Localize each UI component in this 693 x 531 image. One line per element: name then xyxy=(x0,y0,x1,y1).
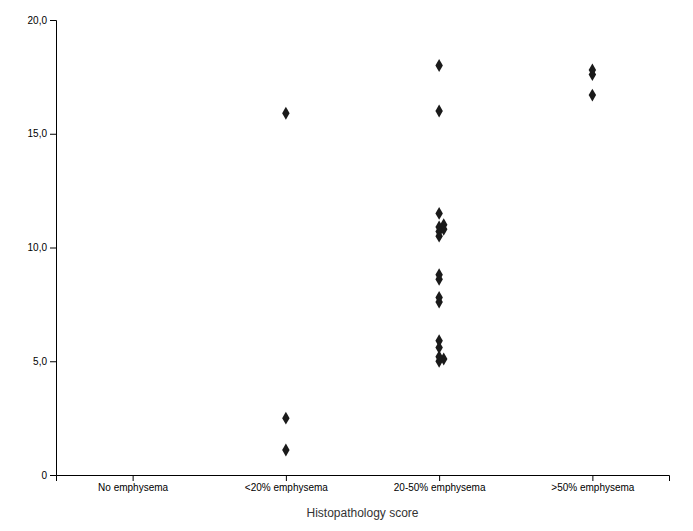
point xyxy=(435,59,442,72)
tick-label: 5,0 xyxy=(33,356,47,367)
point xyxy=(589,89,596,102)
tick-label: 0 xyxy=(41,470,47,481)
point xyxy=(282,107,289,120)
points xyxy=(282,59,596,456)
point xyxy=(589,64,596,77)
tick-label: 10,0 xyxy=(28,242,48,253)
tick-label: <20% emphysema xyxy=(245,482,329,493)
chart: 0 5,0 10,0 15,0 20,0 No emphysema <20% emphyse… xyxy=(0,0,693,531)
tick-label: 15,0 xyxy=(28,128,48,139)
point xyxy=(282,444,289,457)
y-tick: 15,0 xyxy=(28,128,56,139)
plot: 0 5,0 10,0 15,0 20,0 No emphysema <20% emphyse… xyxy=(28,15,670,493)
y-tick: 5,0 xyxy=(33,356,56,367)
y-tick: 10,0 xyxy=(28,242,56,253)
axis-line xyxy=(57,476,670,482)
x-axis-title: Histopathology score xyxy=(306,506,418,520)
tick-label: No emphysema xyxy=(98,482,168,493)
point xyxy=(435,105,442,118)
tick-mark xyxy=(50,475,56,476)
point xyxy=(440,218,447,231)
tick-mark xyxy=(286,475,287,481)
tick-mark xyxy=(439,475,440,481)
x-tick: >50% emphysema xyxy=(551,475,635,493)
x-axis: No emphysema <20% emphysema 20-50% emphyse… xyxy=(57,475,670,493)
point xyxy=(282,412,289,425)
point xyxy=(435,268,442,281)
tick-mark xyxy=(50,248,56,249)
y-tick: 20,0 xyxy=(28,15,56,26)
tick-label: 20-50% emphysema xyxy=(394,482,486,493)
tick-label: 20,0 xyxy=(28,15,48,26)
y-axis: 0 5,0 10,0 15,0 20,0 xyxy=(28,15,57,481)
tick-mark xyxy=(50,20,56,21)
tick-mark xyxy=(133,475,134,481)
x-tick: No emphysema xyxy=(98,475,168,493)
y-tick: 0 xyxy=(41,470,56,481)
point xyxy=(435,334,442,347)
tick-label: >50% emphysema xyxy=(551,482,635,493)
x-tick: 20-50% emphysema xyxy=(394,475,486,493)
x-tick: <20% emphysema xyxy=(245,475,329,493)
point xyxy=(435,291,442,304)
axis-line xyxy=(50,21,57,476)
tick-mark xyxy=(50,134,56,135)
tick-mark xyxy=(50,361,56,362)
point xyxy=(435,207,442,220)
tick-mark xyxy=(592,475,593,481)
